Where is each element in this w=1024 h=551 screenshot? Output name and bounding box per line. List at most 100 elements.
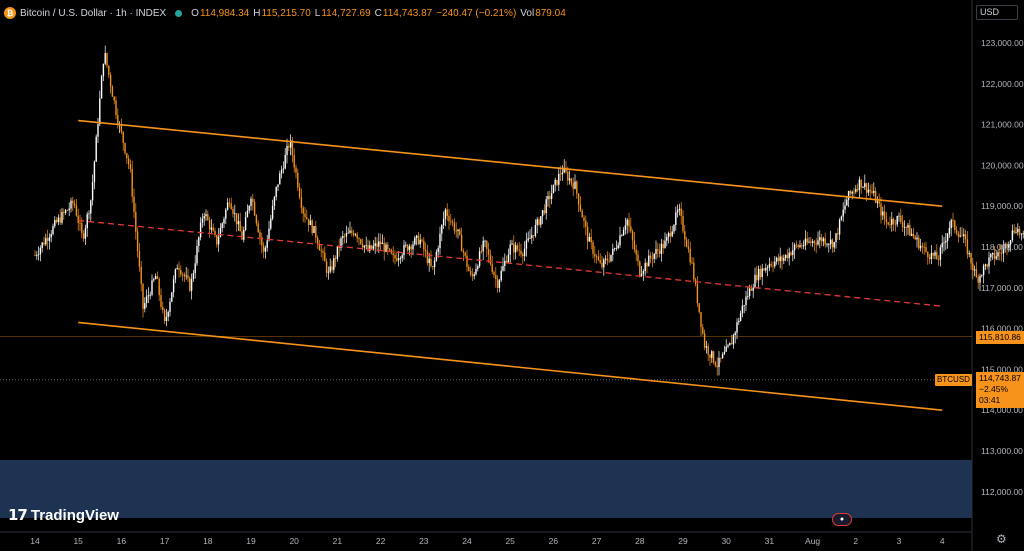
candle-body	[1018, 228, 1021, 235]
currency-button[interactable]: USD	[976, 5, 1018, 20]
candle-body	[907, 225, 909, 228]
candle-body	[343, 235, 346, 237]
candle-body	[126, 153, 128, 159]
candle-body	[730, 343, 733, 345]
candle-body	[829, 239, 832, 245]
candle-body	[86, 214, 88, 229]
candle-body	[230, 203, 232, 209]
candle-body	[349, 230, 351, 233]
candle-body	[370, 245, 373, 249]
candle-body	[309, 220, 312, 226]
candle-body	[817, 240, 819, 245]
candle-body	[459, 229, 461, 235]
candle-body	[718, 357, 720, 368]
last-change-pct: −2.45%	[979, 384, 1009, 394]
candle-body	[432, 265, 434, 268]
candle-body	[388, 248, 391, 250]
candle-body	[577, 193, 580, 205]
candle-body	[622, 229, 625, 236]
candle-body	[514, 245, 517, 253]
candle-body	[711, 351, 713, 358]
channel-mid-line[interactable]	[78, 219, 943, 307]
candle-body	[113, 96, 115, 101]
candle-body	[298, 187, 301, 198]
candle-body	[995, 256, 997, 259]
candle-body	[414, 237, 416, 245]
candle-body	[82, 233, 85, 239]
candle-body	[531, 235, 533, 239]
candle-body	[822, 238, 825, 242]
candle-body	[851, 191, 853, 194]
candle-body	[795, 244, 798, 246]
candle-body	[36, 255, 38, 256]
candle-body	[723, 351, 726, 355]
candle-body	[943, 242, 945, 244]
candle-body	[687, 246, 690, 249]
us-flag-icon[interactable]: ●	[832, 513, 852, 526]
candle-body	[871, 191, 873, 193]
candle-body	[703, 333, 706, 348]
candle-body	[655, 249, 657, 254]
candle-body	[957, 233, 960, 237]
candle-body	[570, 178, 573, 183]
candle-body	[952, 219, 954, 221]
candle-body	[775, 257, 778, 262]
candle-body	[340, 238, 342, 248]
candle-body	[729, 343, 731, 346]
candle-body	[264, 247, 267, 252]
candle-body	[237, 221, 240, 225]
candle-body	[534, 225, 537, 236]
candle-body	[149, 294, 151, 296]
gear-icon[interactable]: ⚙	[996, 532, 1007, 546]
candle-body	[964, 234, 967, 240]
time-axis-label: 17	[160, 536, 170, 546]
candle-body	[1002, 248, 1005, 254]
candle-body	[354, 234, 357, 236]
candle-body	[151, 280, 153, 295]
candle-body	[133, 196, 135, 212]
brand-text: TradingView	[30, 506, 119, 524]
candle-body	[385, 244, 387, 252]
candle-body	[232, 208, 234, 214]
candle-body	[790, 252, 792, 255]
candle-body	[403, 245, 405, 256]
candle-body	[934, 252, 936, 256]
channel-upper-line[interactable]	[78, 119, 943, 207]
candle-body	[583, 217, 585, 221]
high-value: 115,215.70	[261, 7, 311, 19]
candle-body	[630, 226, 632, 232]
candle-body	[732, 334, 735, 345]
candle-body	[289, 140, 292, 148]
price-axis-label: 115,000.00	[981, 364, 1023, 374]
candle-body	[423, 240, 425, 250]
candle-body	[873, 190, 875, 193]
candle-body	[99, 98, 101, 125]
candle-body	[842, 209, 844, 217]
candle-body	[552, 184, 555, 194]
candle-body	[642, 271, 645, 274]
candle-body	[167, 311, 169, 317]
tradingview-brand[interactable]: 17 TradingView	[8, 506, 119, 524]
last-price: 114,743.87	[979, 373, 1021, 383]
candle-body	[889, 224, 891, 226]
candle-body	[615, 248, 618, 249]
time-axis-label: 2	[853, 536, 858, 546]
channel-lower-line[interactable]	[78, 321, 943, 411]
candle-body	[406, 244, 409, 251]
market-status-dot	[175, 9, 183, 17]
candle-body	[478, 251, 481, 267]
candle-body	[671, 231, 673, 237]
candle-body	[981, 275, 983, 277]
price-axis-label: 119,000.00	[981, 201, 1023, 211]
candle-body	[646, 262, 648, 267]
candle-body	[556, 179, 558, 185]
candle-body	[736, 322, 738, 333]
candle-body	[721, 354, 724, 359]
candle-body	[37, 254, 40, 256]
candle-body	[725, 346, 727, 352]
candle-body	[950, 219, 952, 228]
symbol-title[interactable]: Bitcoin / U.S. Dollar · 1h · INDEX	[20, 7, 167, 19]
candle-body	[698, 303, 700, 313]
candle-body	[282, 168, 285, 170]
